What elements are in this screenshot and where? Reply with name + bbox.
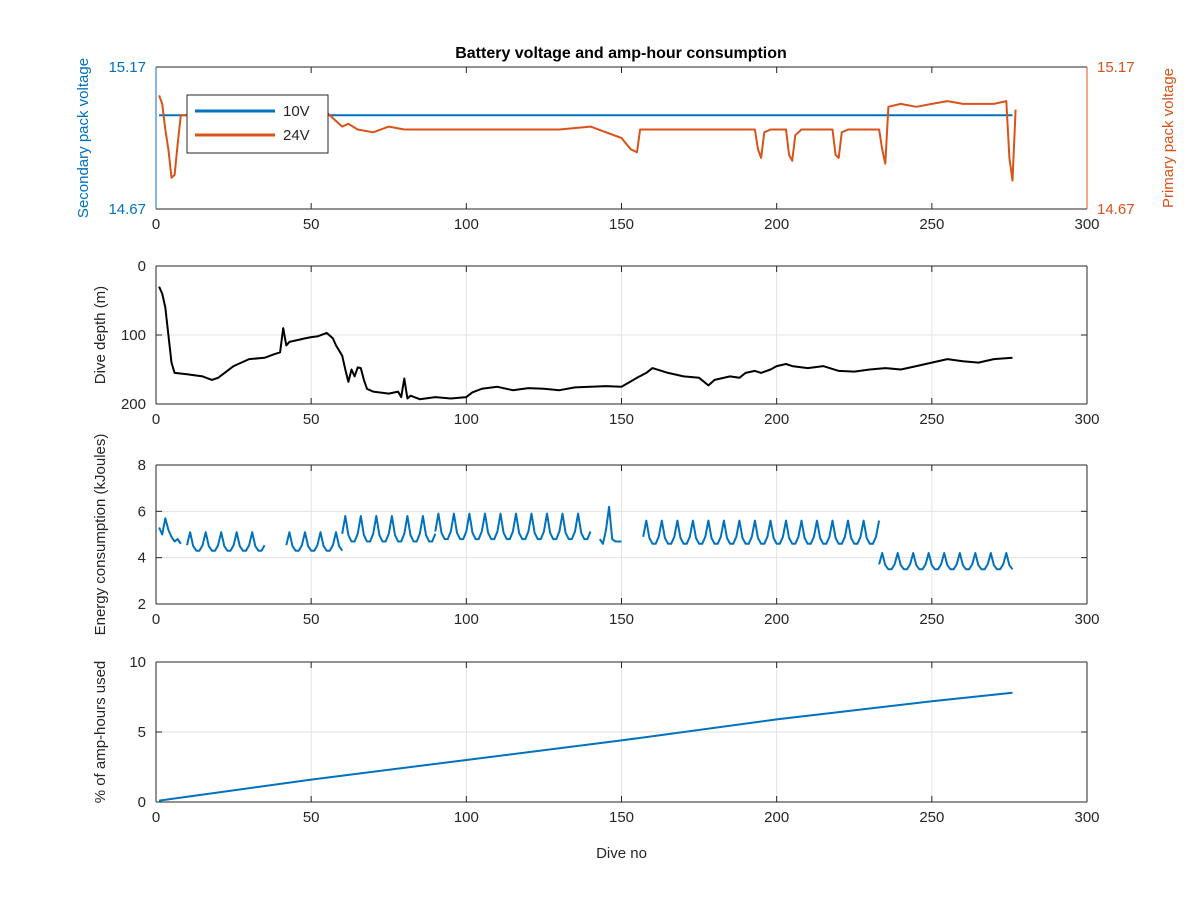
x-tick-label: 50 bbox=[303, 611, 320, 628]
x-tick-label: 100 bbox=[454, 809, 479, 826]
x-tick-label: 250 bbox=[919, 809, 944, 826]
x-tick-label: 250 bbox=[919, 216, 944, 233]
chart-depth: 0 50 100 150 200 250 300 0 100 200 Dive depth (m) bbox=[92, 258, 1100, 428]
figure-title: Battery voltage and amp-hour consumption bbox=[455, 45, 787, 62]
y-tick-label: 100 bbox=[121, 327, 146, 344]
y-axis-label-right: Primary pack voltage bbox=[1160, 68, 1177, 208]
y-tick-label: 10 bbox=[129, 654, 146, 671]
legend-label-10v: 10V bbox=[283, 103, 310, 120]
legend-box bbox=[186, 94, 329, 154]
energy-line-segment bbox=[341, 515, 437, 543]
y-tick-label-right: 14.67 bbox=[1097, 201, 1135, 218]
x-tick-label: 200 bbox=[764, 216, 789, 233]
x-tick-label: 250 bbox=[919, 411, 944, 428]
y-axis-label: % of amp-hours used bbox=[92, 661, 109, 804]
x-tick-label: 300 bbox=[1074, 216, 1099, 233]
y-tick-label: 5 bbox=[138, 724, 146, 741]
y-axis-label: Energy consumption (kJoules) bbox=[92, 434, 109, 636]
y-tick-label: 8 bbox=[138, 457, 146, 474]
x-axis-label: Dive no bbox=[596, 845, 647, 862]
energy-line-segment bbox=[434, 512, 592, 541]
y-tick-label-right: 15.17 bbox=[1097, 59, 1135, 76]
x-tick-label: 200 bbox=[764, 411, 789, 428]
x-tick-label: 150 bbox=[609, 809, 634, 826]
x-tick-label: 50 bbox=[303, 411, 320, 428]
y-tick-label: 14.67 bbox=[108, 201, 146, 218]
x-tick-label: 0 bbox=[152, 809, 160, 826]
legend-label-24v: 24V bbox=[283, 127, 310, 144]
y-axis-label-left: Secondary pack voltage bbox=[75, 58, 92, 218]
x-tick-label: 250 bbox=[919, 611, 944, 628]
y-tick-label: 15.17 bbox=[108, 59, 146, 76]
chart-amphours: 0 50 100 150 200 250 300 0 5 10 % of amp-hours use… bbox=[92, 654, 1100, 862]
y-tick-label: 0 bbox=[138, 794, 146, 811]
y-axis-label: Dive depth (m) bbox=[92, 286, 109, 384]
energy-line-segment bbox=[186, 531, 266, 552]
x-tick-label: 300 bbox=[1074, 809, 1099, 826]
x-tick-label: 100 bbox=[454, 411, 479, 428]
y-tick-label: 200 bbox=[121, 396, 146, 413]
x-tick-label: 200 bbox=[764, 809, 789, 826]
x-tick-label: 0 bbox=[152, 411, 160, 428]
y-tick-label: 0 bbox=[138, 258, 146, 275]
x-tick-label: 100 bbox=[454, 216, 479, 233]
y-tick-label: 6 bbox=[138, 503, 146, 520]
y-tick-label: 2 bbox=[138, 596, 146, 613]
x-tick-label: 0 bbox=[152, 216, 160, 233]
y-tick-label: 4 bbox=[138, 550, 146, 567]
x-tick-label: 300 bbox=[1074, 411, 1099, 428]
energy-line-segment bbox=[285, 531, 344, 552]
energy-line-segment bbox=[642, 519, 881, 545]
x-tick-label: 100 bbox=[454, 611, 479, 628]
x-tick-label: 0 bbox=[152, 611, 160, 628]
x-tick-label: 150 bbox=[609, 216, 634, 233]
x-tick-label: 150 bbox=[609, 611, 634, 628]
x-tick-label: 200 bbox=[764, 611, 789, 628]
series-depth-line bbox=[158, 286, 1013, 401]
energy-line-segment bbox=[598, 505, 622, 545]
x-tick-label: 300 bbox=[1074, 611, 1099, 628]
x-tick-label: 50 bbox=[303, 809, 320, 826]
x-tick-label: 50 bbox=[303, 216, 320, 233]
energy-line-segment bbox=[878, 552, 1014, 571]
chart-energy: 0 50 100 150 200 250 300 2 4 6 8 Energy consumption… bbox=[92, 434, 1100, 636]
x-tick-label: 150 bbox=[609, 411, 634, 428]
series-amphours-line bbox=[158, 691, 1013, 802]
energy-line-segment bbox=[158, 517, 182, 545]
